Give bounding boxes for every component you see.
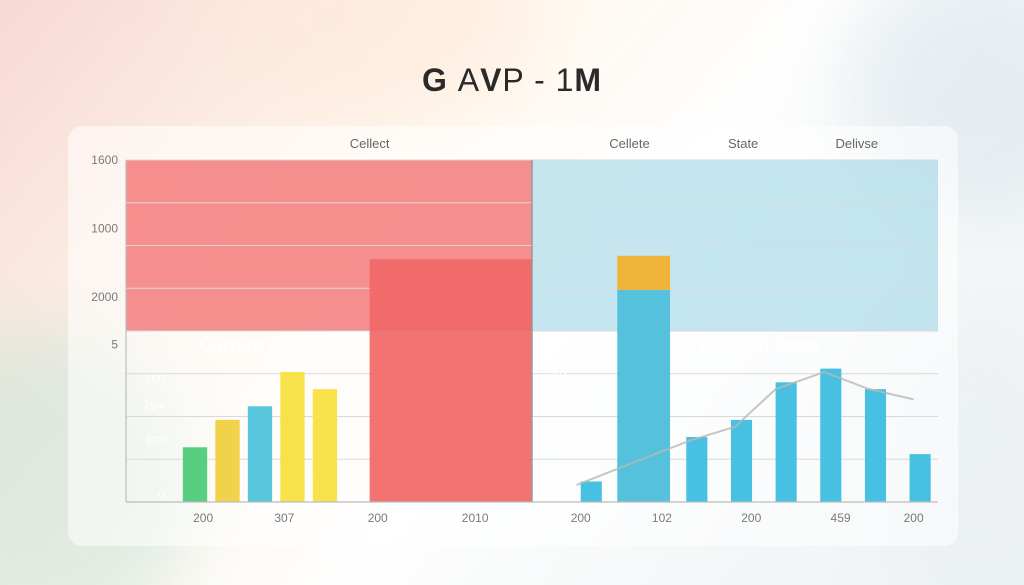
- right-bar: [776, 382, 797, 502]
- y-tick-inner: 0: [158, 488, 165, 502]
- right-bar: [731, 420, 752, 502]
- right-big-bar-seg: [617, 256, 670, 290]
- y-tick-inner: 200: [549, 399, 569, 413]
- right-bar: [865, 389, 886, 502]
- x-tick: 200: [193, 511, 213, 525]
- y-tick-inner: 200: [145, 372, 165, 386]
- x-tick: 200: [741, 511, 761, 525]
- comparison-chart: 160010002000520075∕430302012004030200307…: [126, 160, 938, 502]
- right-panel-label: Desined State: [700, 336, 819, 356]
- y-tick-inner: 403: [549, 433, 569, 447]
- left-bar: [248, 406, 272, 502]
- legend-right: Cellete: [609, 136, 649, 151]
- y-tick-inner: 0: [562, 488, 569, 502]
- right-bar: [581, 481, 602, 502]
- left-bar: [215, 420, 239, 502]
- x-tick: 102: [652, 511, 672, 525]
- x-tick: 2010: [462, 511, 489, 525]
- y-tick-inner: 75∕4: [143, 399, 165, 413]
- right-bar: [686, 437, 707, 502]
- left-big-block: [370, 259, 532, 502]
- right-bar: [820, 369, 841, 502]
- left-bar: [280, 372, 304, 502]
- y-tick: 1000: [91, 221, 118, 235]
- legend-right: Delivse: [835, 136, 878, 151]
- x-tick: 200: [368, 511, 388, 525]
- left-bar: [183, 447, 207, 502]
- chart-title: G AVP - 1M: [0, 62, 1024, 99]
- right-big-bar-seg: [617, 290, 670, 502]
- y-tick-inner: 201: [549, 368, 569, 382]
- x-tick: 200: [904, 511, 924, 525]
- chart-card: 160010002000520075∕430302012004030200307…: [68, 126, 958, 546]
- y-tick: 1600: [91, 153, 118, 167]
- x-tick: 307: [274, 511, 294, 525]
- right-bar: [910, 454, 931, 502]
- x-tick: 200: [571, 511, 591, 525]
- legend-left: Cellect: [350, 136, 390, 151]
- left-bar: [313, 389, 337, 502]
- y-tick-inner: 303: [145, 433, 165, 447]
- legend-right: State: [728, 136, 758, 151]
- x-tick: 459: [831, 511, 851, 525]
- y-tick: 2000: [91, 290, 118, 304]
- y-tick: 5: [111, 338, 118, 352]
- left-panel-label: Current State: [199, 336, 313, 356]
